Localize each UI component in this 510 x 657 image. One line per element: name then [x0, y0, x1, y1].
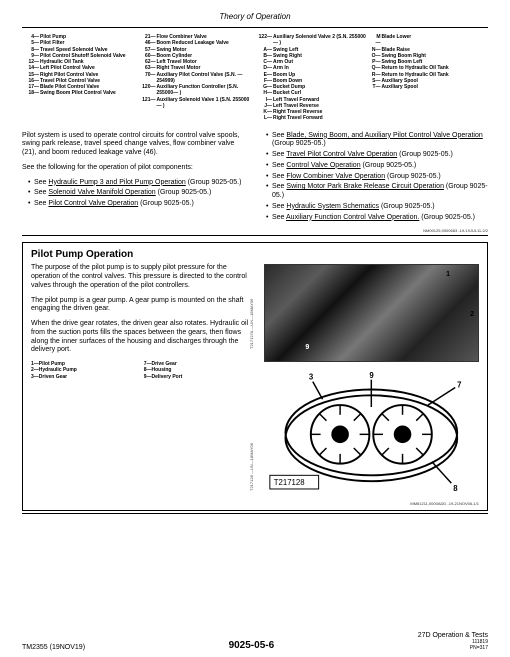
legend-row: L—Right Travel Forward	[255, 115, 368, 121]
paragraph: When the drive gear rotates, the driven …	[31, 320, 256, 355]
reference-code-2: MM81211,0000ADD -19-21NOV06-1/1	[31, 501, 479, 506]
paragraph: Pilot system is used to operate control …	[22, 132, 250, 158]
photo-label-9: 9	[305, 344, 309, 351]
left-list: See Hydraulic Pump 3 and Pilot Pump Oper…	[22, 179, 250, 209]
section-title: Pilot Pump Operation	[31, 249, 479, 260]
right-list: See Blade, Swing Boom, and Auxiliary Pil…	[260, 132, 488, 223]
pump-photo: 1 2 9	[264, 264, 479, 362]
legend-row: 18—Swing Boom Pilot Control Valve	[22, 90, 135, 96]
legend-row: 9—Delivery Port	[144, 374, 257, 380]
paragraph: See the following for the operation of p…	[22, 164, 250, 173]
legend-row: 121—Auxiliary Solenoid Valve 1 (S.N. 255…	[139, 97, 252, 110]
list-item: See Flow Combiner Valve Operation (Group…	[266, 173, 488, 182]
list-item: See Travel Pilot Control Valve Operation…	[266, 151, 488, 160]
side-ref-2: T217128 —UN—18MAY06	[249, 443, 254, 491]
legend-row: T—Auxiliary Spool	[372, 84, 485, 90]
section-legend: 1—Pilot Pump2—Hydraulic Pump3—Driven Gea…	[31, 361, 256, 380]
paragraph: The pilot pump is a gear pump. A gear pu…	[31, 297, 256, 315]
svg-text:3: 3	[309, 373, 314, 382]
photo-label-2: 2	[470, 311, 474, 318]
page-footer: TM2355 (19NOV19) 9025-05-6 27D Operation…	[22, 632, 488, 651]
side-ref-1: T217127A —UN—18MAY06	[249, 299, 254, 349]
cross-ref-link[interactable]: Travel Pilot Control Valve Operation	[286, 151, 397, 158]
list-item: See Hydraulic System Schematics (Group 9…	[266, 203, 488, 212]
cross-ref-link[interactable]: Auxiliary Function Control Valve Operati…	[286, 214, 419, 221]
legend-row: 122—Auxiliary Solenoid Valve 2 (S.N. 255…	[255, 34, 368, 47]
right-column: See Blade, Swing Boom, and Auxiliary Pil…	[260, 132, 488, 225]
list-item: See Pilot Control Valve Operation (Group…	[28, 200, 250, 209]
list-item: See Solenoid Valve Manifold Operation (G…	[28, 189, 250, 198]
svg-text:T217128: T217128	[274, 478, 305, 487]
footer-left: TM2355 (19NOV19)	[22, 644, 85, 651]
left-column: Pilot system is used to operate control …	[22, 132, 250, 225]
list-item: See Hydraulic Pump 3 and Pilot Pump Oper…	[28, 179, 250, 188]
svg-text:7: 7	[458, 381, 462, 390]
pilot-pump-section: Pilot Pump Operation The purpose of the …	[22, 242, 488, 511]
photo-label-1: 1	[446, 271, 450, 278]
legend-row: M—Blade Lower	[372, 34, 485, 47]
section-images: 1 2 9 T217127A —UN—18MAY06	[264, 264, 479, 497]
legend-row: 3—Driven Gear	[31, 374, 144, 380]
legend-row: 120—Auxiliary Function Controller (S.N. …	[139, 84, 252, 97]
legend-row: 70—Auxiliary Pilot Control Valve (S.N. —…	[139, 72, 252, 85]
footer-center: 9025-05-6	[229, 640, 275, 651]
cross-ref-link[interactable]: Solenoid Valve Manifold Operation	[48, 189, 155, 196]
list-item: See Swing Motor Park Brake Release Circu…	[266, 183, 488, 201]
svg-text:8: 8	[454, 484, 459, 493]
cross-ref-link[interactable]: Hydraulic System Schematics	[286, 203, 379, 210]
footer-right: 27D Operation & Tests 111819 PN=317	[418, 632, 488, 651]
cross-ref-link[interactable]: Blade, Swing Boom, and Auxiliary Pilot C…	[286, 132, 482, 139]
legend-box: 4—Pilot Pump5—Pilot Filter8—Travel Speed…	[22, 34, 488, 122]
reference-code: NM00125,0000683 -19-19JUL11-2/2	[22, 228, 488, 233]
cross-ref-link[interactable]: Pilot Control Valve Operation	[48, 200, 138, 207]
list-item: See Blade, Swing Boom, and Auxiliary Pil…	[266, 132, 488, 150]
page-header: Theory of Operation	[22, 12, 488, 21]
section-text: The purpose of the pilot pump is to supp…	[31, 264, 256, 497]
divider	[22, 235, 488, 236]
body-columns: Pilot system is used to operate control …	[22, 132, 488, 225]
cross-ref-link[interactable]: Flow Combiner Valve Operation	[286, 173, 385, 180]
header-rule	[22, 27, 488, 28]
svg-text:9: 9	[370, 371, 375, 380]
list-item: See Auxiliary Function Control Valve Ope…	[266, 214, 488, 223]
list-item: See Control Valve Operation (Group 9025-…	[266, 162, 488, 171]
gear-diagram: 3 9 7 8 T217128	[264, 368, 479, 495]
cross-ref-link[interactable]: Swing Motor Park Brake Release Circuit O…	[286, 183, 444, 190]
paragraph: The purpose of the pilot pump is to supp…	[31, 264, 256, 290]
cross-ref-link[interactable]: Control Valve Operation	[286, 162, 360, 169]
cross-ref-link[interactable]: Hydraulic Pump 3 and Pilot Pump Operatio…	[48, 179, 185, 186]
divider-2	[22, 513, 488, 514]
